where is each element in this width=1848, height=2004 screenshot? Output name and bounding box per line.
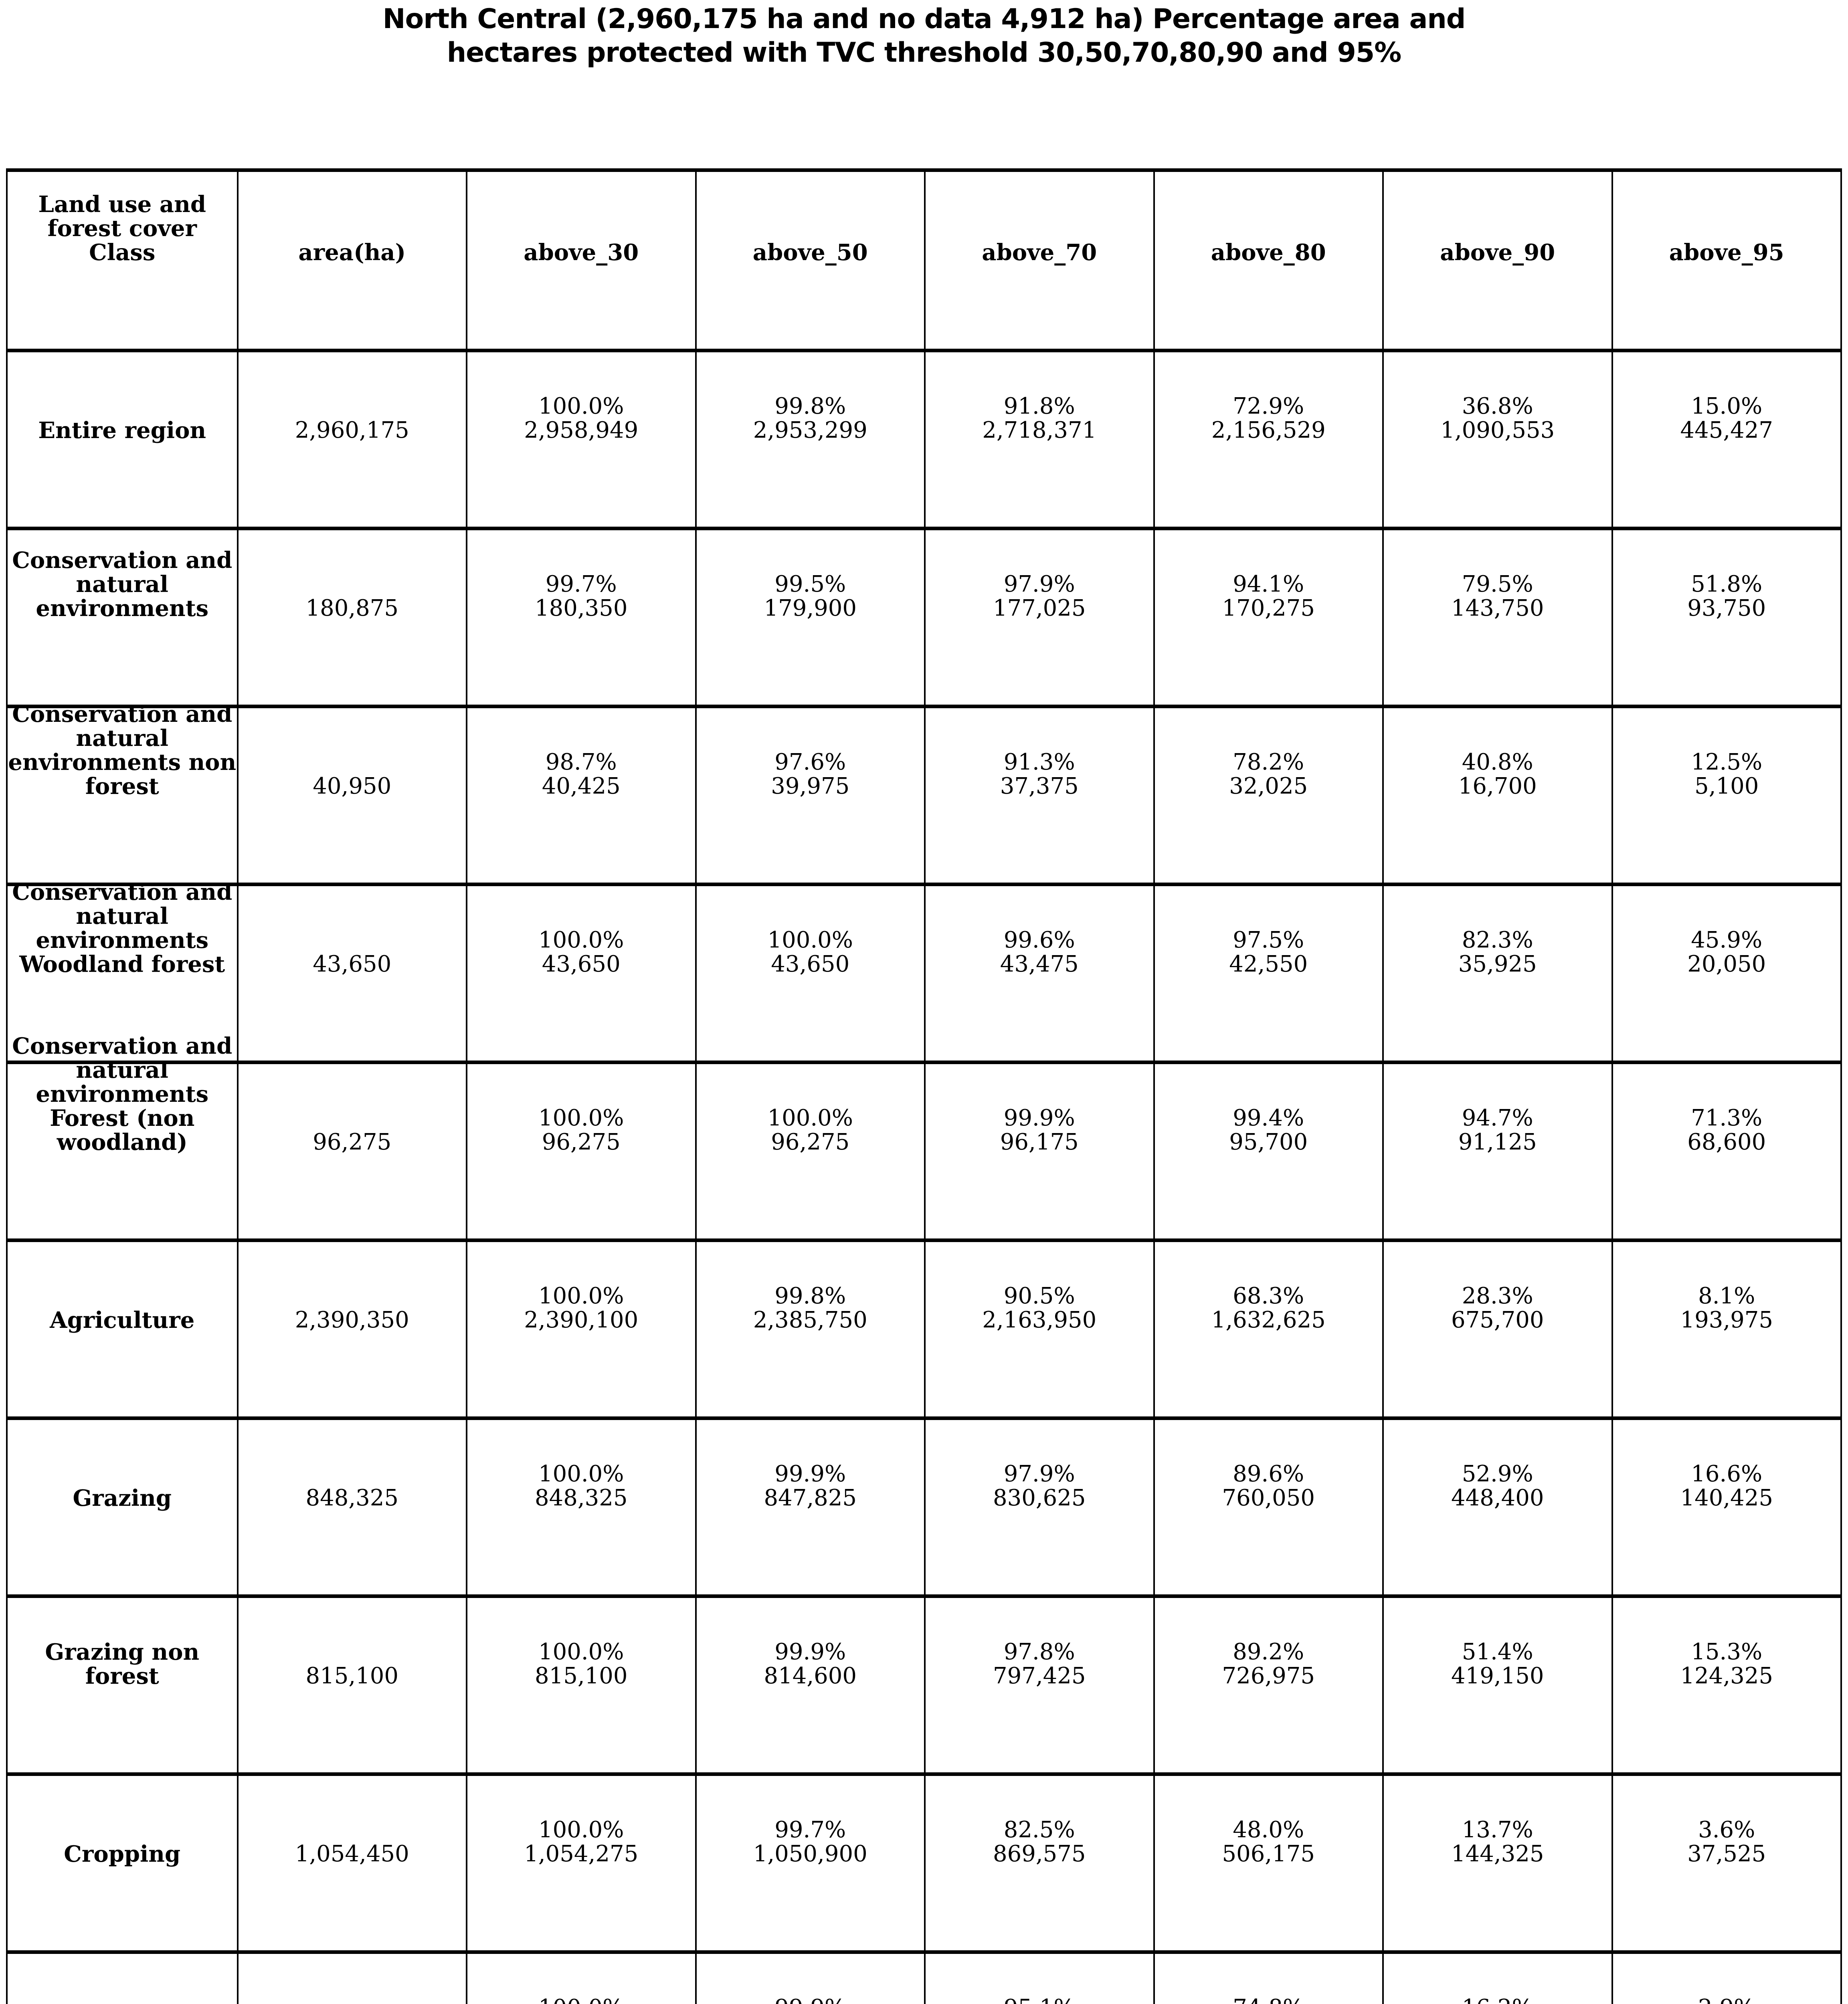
column-header-class: Land use and forest cover Class <box>38 191 206 266</box>
threshold-cell: 100.0% 476,450 <box>462 1996 701 2004</box>
threshold-cell: 95.1% 452,950 <box>920 1996 1159 2004</box>
threshold-cell: 99.8% 2,385,750 <box>753 1283 867 1333</box>
area-cell: 96,275 <box>313 1129 392 1155</box>
column-header-above90: above_90 <box>1440 239 1555 266</box>
threshold-cell: 68.3% 1,632,625 <box>1211 1283 1326 1333</box>
threshold-cell: 13.7% 144,325 <box>1451 1817 1544 1867</box>
threshold-cell: 16.2% 77,125 <box>1378 1996 1617 2004</box>
table-row: Conservation and natural environments 18… <box>8 527 1840 705</box>
threshold-cell: 8.1% 193,975 <box>1680 1283 1773 1333</box>
row-label: Grazing <box>73 1485 172 1511</box>
table-row: Grazing non forest 815,100 100.0% 815,10… <box>8 1594 1840 1772</box>
threshold-cell: 100.0% 96,275 <box>538 1105 624 1155</box>
column-header-above30: above_30 <box>524 239 639 266</box>
threshold-cell: 97.6% 39,975 <box>771 749 850 799</box>
page-title: North Central (2,960,175 ha and no data … <box>382 3 1466 69</box>
threshold-cell: 99.4% 95,700 <box>1229 1105 1308 1155</box>
threshold-cell: 45.9% 20,050 <box>1687 927 1766 977</box>
threshold-cell: 78.2% 32,025 <box>1229 749 1308 799</box>
threshold-cell: 100.0% 2,390,100 <box>524 1283 639 1333</box>
threshold-cell: 48.0% 506,175 <box>1222 1817 1315 1867</box>
threshold-cell: 2.9% 14,050 <box>1607 1996 1846 2004</box>
threshold-cell: 72.9% 2,156,529 <box>1211 393 1326 443</box>
area-cell: 848,325 <box>305 1485 399 1511</box>
table-row: Grazing 848,325 100.0% 848,325 99.9% 847… <box>8 1416 1840 1594</box>
column-header-above70: above_70 <box>982 239 1097 266</box>
threshold-cell: 51.8% 93,750 <box>1687 571 1766 621</box>
threshold-cell: 99.9% 96,175 <box>1000 1105 1079 1155</box>
area-cell: 1,054,450 <box>295 1841 409 1867</box>
threshold-cell: 74.8% 356,475 <box>1149 1996 1388 2004</box>
row-label: Agriculture <box>50 1307 195 1333</box>
threshold-cell: 97.5% 42,550 <box>1229 927 1308 977</box>
threshold-cell: 94.1% 170,275 <box>1222 571 1315 621</box>
row-label: Conservation and natural environments no… <box>8 701 237 800</box>
threshold-cell: 51.4% 419,150 <box>1451 1639 1544 1689</box>
threshold-cell: 100.0% 43,650 <box>767 927 853 977</box>
row-label: Cropping <box>64 1841 181 1867</box>
area-cell: 2,960,175 <box>295 417 409 443</box>
threshold-cell: 36.8% 1,090,553 <box>1440 393 1555 443</box>
threshold-cell: 82.3% 35,925 <box>1458 927 1537 977</box>
threshold-cell: 99.7% 1,050,900 <box>753 1817 867 1867</box>
threshold-cell: 99.8% 2,953,299 <box>753 393 867 443</box>
row-label: Grazing non forest <box>45 1639 200 1689</box>
threshold-cell: 15.3% 124,325 <box>1680 1639 1773 1689</box>
area-cell: 815,100 <box>305 1663 399 1689</box>
threshold-cell: 97.9% 177,025 <box>993 571 1086 621</box>
table-row: Cropping 1,054,450 100.0% 1,054,275 99.7… <box>8 1772 1840 1950</box>
threshold-cell: 89.2% 726,975 <box>1222 1639 1315 1689</box>
threshold-cell: 100.0% 43,650 <box>538 927 624 977</box>
threshold-cell: 98.7% 40,425 <box>542 749 621 799</box>
row-label: Conservation and natural environments Wo… <box>12 879 233 978</box>
area-cell: 43,650 <box>313 951 392 977</box>
table-row: Agriculture 2,390,350 100.0% 2,390,100 9… <box>8 1238 1840 1416</box>
threshold-cell: 100.0% 848,325 <box>534 1461 628 1511</box>
row-label: Conservation and natural environments Fo… <box>12 1033 233 1156</box>
threshold-cell: 3.6% 37,525 <box>1687 1817 1766 1867</box>
threshold-cell: 97.9% 830,625 <box>993 1461 1086 1511</box>
row-label: Conservation and natural environments <box>12 547 233 622</box>
table-header-row: Land use and forest cover Class area(ha)… <box>8 172 1840 349</box>
threshold-cell: 99.9% 847,825 <box>764 1461 857 1511</box>
column-header-above95: above_95 <box>1669 239 1784 266</box>
threshold-cell: 16.6% 140,425 <box>1680 1461 1773 1511</box>
table-row: Entire region 2,960,175 100.0% 2,958,949… <box>8 349 1840 527</box>
threshold-cell: 52.9% 448,400 <box>1451 1461 1544 1511</box>
threshold-cell: 99.9% 475,975 <box>691 1996 930 2004</box>
threshold-cell: 99.7% 180,350 <box>534 571 628 621</box>
threshold-cell: 100.0% 815,100 <box>534 1639 628 1689</box>
threshold-cell: 99.9% 814,600 <box>764 1639 857 1689</box>
threshold-cell: 99.5% 179,900 <box>764 571 857 621</box>
table-row: Conservation and natural environments Wo… <box>8 880 1840 1061</box>
threshold-cell: 99.6% 43,475 <box>1000 927 1079 977</box>
threshold-cell: 40.8% 16,700 <box>1458 749 1537 799</box>
column-header-above50: above_50 <box>752 239 868 266</box>
table-row: Irrigation 476,525 100.0% 476,450 99.9% … <box>8 1950 1840 2004</box>
threshold-cell: 12.5% 5,100 <box>1691 749 1763 799</box>
row-label: Entire region <box>38 417 206 444</box>
area-cell: 40,950 <box>313 773 392 799</box>
threshold-cell: 100.0% 1,054,275 <box>524 1817 639 1867</box>
threshold-cell: 82.5% 869,575 <box>993 1817 1086 1867</box>
threshold-cell: 71.3% 68,600 <box>1687 1105 1766 1155</box>
threshold-cell: 100.0% 2,958,949 <box>524 393 639 443</box>
threshold-cell: 15.0% 445,427 <box>1680 393 1773 443</box>
column-header-area: area(ha) <box>298 239 406 266</box>
table-row: Conservation and natural environments Fo… <box>8 1034 1840 1238</box>
threshold-cell: 100.0% 96,275 <box>767 1105 853 1155</box>
threshold-cell: 91.3% 37,375 <box>1000 749 1079 799</box>
threshold-cell: 91.8% 2,718,371 <box>982 393 1097 443</box>
threshold-cell: 79.5% 143,750 <box>1451 571 1544 621</box>
area-cell: 180,875 <box>305 595 399 621</box>
area-cell: 2,390,350 <box>295 1307 409 1333</box>
threshold-cell: 90.5% 2,163,950 <box>982 1283 1097 1333</box>
threshold-cell: 89.6% 760,050 <box>1222 1461 1315 1511</box>
threshold-cell: 28.3% 675,700 <box>1451 1283 1544 1333</box>
results-table: Land use and forest cover Class area(ha)… <box>6 168 1842 2004</box>
threshold-cell: 94.7% 91,125 <box>1458 1105 1537 1155</box>
table-row: Conservation and natural environments no… <box>8 702 1840 883</box>
column-header-above80: above_80 <box>1211 239 1326 266</box>
threshold-cell: 97.8% 797,425 <box>993 1639 1086 1689</box>
